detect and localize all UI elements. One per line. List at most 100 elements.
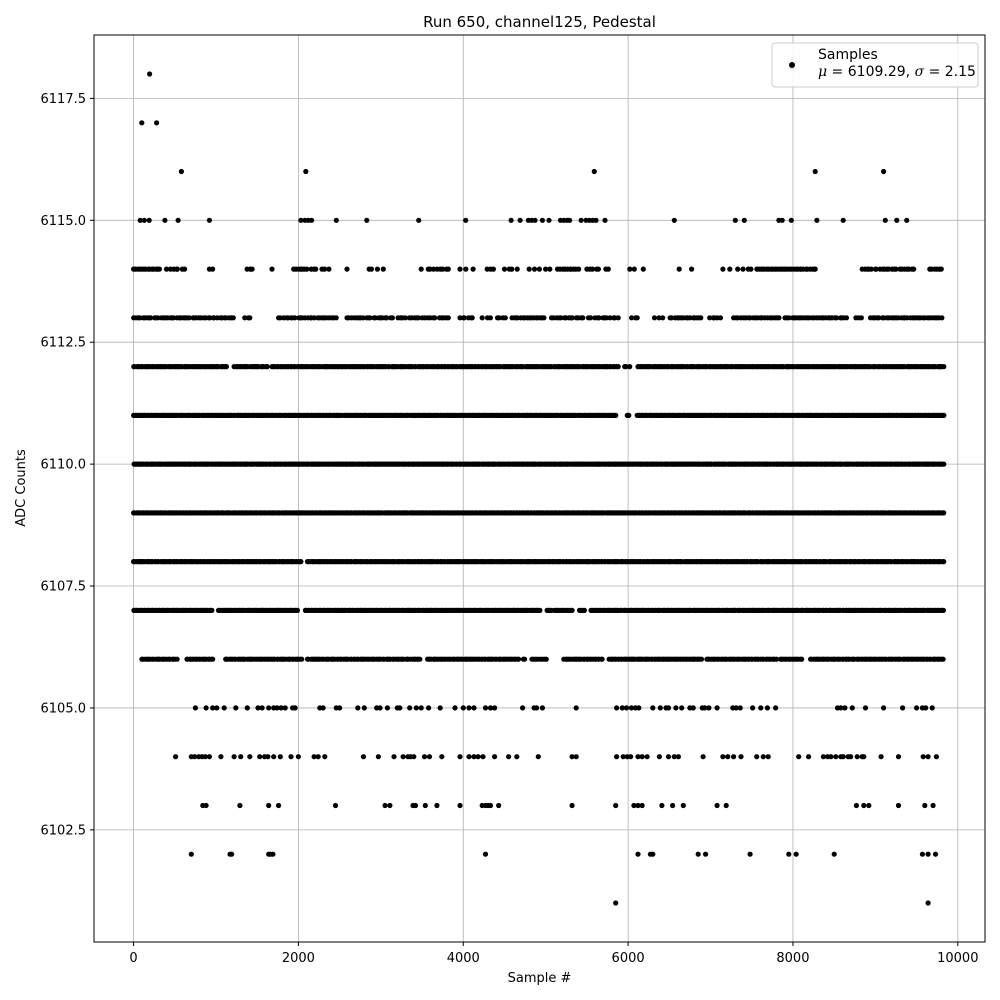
data-point (482, 705, 489, 711)
data-point (502, 315, 508, 321)
data-point (828, 754, 834, 760)
data-point (332, 802, 339, 809)
data-point (311, 315, 317, 321)
y-tick-label: 6102.5 (41, 823, 87, 838)
data-point (418, 705, 424, 711)
data-point (333, 315, 339, 321)
data-point (432, 315, 438, 321)
legend-sigma-symbol: σ (915, 64, 925, 80)
data-point (635, 851, 641, 857)
legend-label: Samples (818, 47, 878, 63)
data-point (461, 315, 467, 321)
data-point (415, 315, 422, 321)
data-point (920, 754, 926, 760)
data-point (322, 754, 328, 760)
data-point (689, 266, 695, 272)
data-point (496, 802, 502, 809)
data-point (838, 705, 844, 711)
data-point (514, 266, 520, 272)
data-point (344, 266, 350, 272)
data-point (602, 217, 608, 223)
data-point (758, 705, 764, 711)
data-point (492, 754, 498, 760)
data-point (738, 754, 744, 760)
data-point (773, 656, 780, 662)
data-point (367, 315, 373, 321)
data-point (627, 364, 633, 370)
data-point (613, 802, 619, 809)
data-point (541, 315, 547, 321)
data-point (496, 315, 502, 321)
data-point (900, 705, 906, 711)
data-point (242, 315, 248, 321)
data-point (680, 802, 686, 809)
data-point (840, 754, 846, 760)
data-point (773, 705, 779, 711)
data-point (264, 364, 270, 370)
data-point (573, 754, 579, 760)
data-point (174, 266, 180, 272)
data-point (941, 461, 947, 467)
data-point (925, 754, 931, 760)
data-point (631, 802, 637, 809)
data-point (895, 802, 902, 809)
data-point (862, 705, 869, 711)
data-point (361, 705, 367, 711)
data-point (387, 802, 393, 809)
data-point (326, 266, 332, 272)
data-point (535, 754, 541, 760)
data-point (411, 754, 417, 760)
data-point (175, 217, 181, 223)
data-point (635, 754, 641, 760)
data-point (368, 266, 374, 272)
data-point (812, 168, 818, 175)
data-point (698, 656, 705, 662)
data-point (237, 802, 243, 809)
data-point (270, 851, 276, 857)
data-point (192, 754, 198, 760)
data-point (257, 754, 263, 760)
data-point (932, 851, 939, 857)
data-point (614, 754, 620, 760)
data-point (620, 754, 626, 760)
data-point (779, 217, 785, 223)
data-points (131, 71, 947, 906)
data-point (732, 217, 738, 223)
data-point (776, 315, 782, 321)
data-point (848, 754, 854, 760)
data-point (203, 802, 209, 809)
data-point (269, 266, 275, 272)
data-point (938, 266, 944, 272)
data-point (360, 315, 366, 321)
plot-area (94, 35, 985, 942)
data-point (337, 705, 343, 711)
data-point (266, 802, 272, 809)
data-point (793, 851, 799, 857)
data-point (218, 754, 224, 760)
data-point (788, 217, 794, 223)
data-point (578, 217, 584, 223)
data-point (154, 120, 160, 126)
data-point (156, 266, 162, 272)
data-point (206, 754, 212, 760)
data-point (760, 754, 766, 760)
data-point (202, 754, 208, 760)
data-point (186, 315, 192, 321)
data-point (192, 705, 198, 711)
data-point (244, 705, 250, 711)
data-point (137, 217, 143, 223)
data-point (288, 754, 294, 760)
data-point (471, 705, 477, 711)
data-point (431, 266, 437, 272)
data-point (206, 217, 212, 223)
data-point (707, 315, 713, 321)
data-point (941, 510, 947, 516)
data-point (298, 217, 304, 223)
data-point (539, 217, 546, 223)
data-point (278, 705, 284, 711)
data-point (640, 266, 646, 272)
data-point (929, 705, 935, 711)
legend-sigma-value: 2.15 (945, 64, 976, 80)
data-point (537, 607, 543, 614)
data-point (173, 754, 179, 760)
